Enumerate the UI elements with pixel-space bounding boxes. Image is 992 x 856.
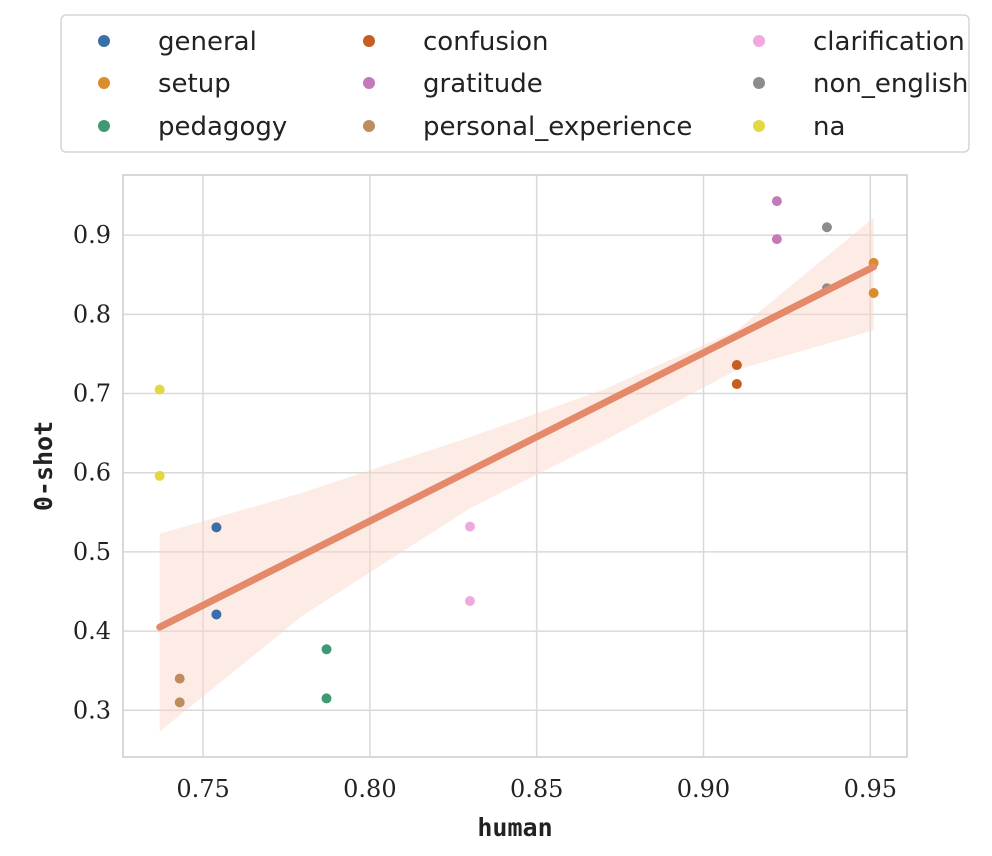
- legend-label-clarification: clarification: [813, 27, 965, 57]
- x-tick-label: 0.95: [844, 775, 897, 803]
- plot-area: [122, 174, 908, 758]
- y-axis-ticks: 0.3 0.4 0.5 0.6 0.7 0.8 0.9: [73, 221, 111, 724]
- legend-label-gratitude: gratitude: [423, 69, 543, 99]
- regression-line-layer: [156, 263, 878, 631]
- point-personal-experience: [174, 673, 185, 684]
- point-na: [154, 384, 165, 395]
- regression-line: [156, 263, 878, 631]
- point-general: [211, 609, 222, 620]
- point-gratitude: [771, 196, 782, 207]
- y-tick-label: 0.4: [73, 617, 111, 645]
- point-confusion: [731, 379, 742, 390]
- y-tick-label: 0.3: [73, 696, 111, 724]
- point-setup: [868, 287, 879, 298]
- legend-marker-personal-experience: [363, 120, 375, 132]
- legend-label-na: na: [813, 112, 845, 142]
- legend-label-personal-experience: personal_experience: [423, 112, 692, 142]
- legend-marker-na: [753, 120, 765, 132]
- legend-label-pedagogy: pedagogy: [158, 112, 287, 142]
- y-tick-label: 0.7: [73, 380, 111, 408]
- legend-marker-confusion: [363, 35, 375, 47]
- y-tick-label: 0.5: [73, 538, 111, 566]
- legend: general setup pedagogy confusion gratitude pe…: [60, 14, 970, 153]
- legend-frame: [60, 14, 970, 153]
- x-tick-label: 0.75: [176, 775, 229, 803]
- point-clarification: [464, 596, 475, 607]
- point-general: [211, 522, 222, 533]
- point-na: [154, 470, 165, 481]
- point-gratitude: [771, 234, 782, 245]
- legend-marker-non-english: [753, 77, 765, 89]
- x-tick-label: 0.90: [677, 775, 730, 803]
- legend-marker-gratitude: [363, 77, 375, 89]
- legend-label-confusion: confusion: [423, 27, 548, 57]
- y-axis-label: 0-shot: [29, 421, 58, 511]
- confidence-band-layer: [159, 217, 874, 732]
- legend-marker-pedagogy: [98, 120, 110, 132]
- legend-marker-general: [98, 35, 110, 47]
- x-axis-label: human: [477, 813, 552, 842]
- legend-items: general setup pedagogy confusion gratitude pe…: [98, 27, 968, 142]
- point-clarification: [464, 521, 475, 532]
- x-axis-ticks: 0.75 0.80 0.85 0.90 0.95: [176, 775, 897, 803]
- point-non-english: [821, 222, 832, 233]
- point-confusion: [731, 360, 742, 371]
- legend-label-setup: setup: [158, 69, 231, 99]
- legend-marker-setup: [98, 77, 110, 89]
- confidence-band: [159, 217, 874, 732]
- x-tick-label: 0.85: [510, 775, 563, 803]
- legend-label-non-english: non_english: [813, 69, 968, 99]
- y-tick-label: 0.8: [73, 300, 111, 328]
- point-personal-experience: [174, 697, 185, 708]
- point-pedagogy: [321, 644, 332, 655]
- y-tick-label: 0.9: [73, 221, 111, 249]
- legend-label-general: general: [158, 27, 257, 57]
- point-pedagogy: [321, 693, 332, 704]
- y-tick-label: 0.6: [73, 459, 111, 487]
- x-tick-label: 0.80: [343, 775, 396, 803]
- legend-marker-clarification: [753, 35, 765, 47]
- plot-frame: [122, 174, 908, 758]
